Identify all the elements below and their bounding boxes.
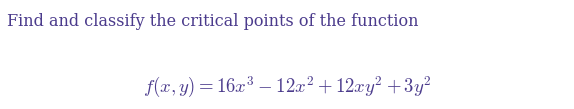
Text: $f(x, y) = 16x^3 - 12x^2 + 12xy^2 + 3y^2$: $f(x, y) = 16x^3 - 12x^2 + 12xy^2 + 3y^2…: [143, 75, 431, 100]
Text: Find and classify the critical points of the function: Find and classify the critical points of…: [7, 13, 418, 30]
